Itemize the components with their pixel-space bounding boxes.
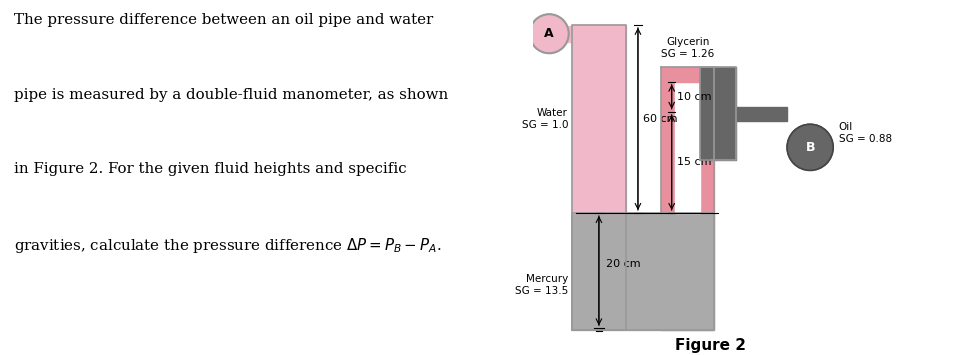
Bar <box>572 25 625 213</box>
Bar <box>572 213 714 330</box>
Bar <box>675 67 700 82</box>
Bar <box>735 106 786 121</box>
Text: The pressure difference between an oil pipe and water: The pressure difference between an oil p… <box>14 13 433 27</box>
Text: 60 cm: 60 cm <box>642 114 677 124</box>
Text: B: B <box>804 141 814 154</box>
Text: Glycerin
SG = 1.26: Glycerin SG = 1.26 <box>660 37 714 59</box>
Text: Oil
SG = 0.88: Oil SG = 0.88 <box>838 122 891 144</box>
Text: gravities, calculate the pressure difference $\Delta P = P_B - P_A$.: gravities, calculate the pressure differ… <box>14 236 441 255</box>
Text: Mercury
SG = 13.5: Mercury SG = 13.5 <box>515 274 567 296</box>
Text: Water
SG = 1.0: Water SG = 1.0 <box>521 108 567 130</box>
Bar <box>566 26 572 42</box>
Circle shape <box>529 14 568 53</box>
Text: Figure 2: Figure 2 <box>675 338 745 353</box>
Text: in Figure 2. For the given fluid heights and specific: in Figure 2. For the given fluid heights… <box>14 162 407 176</box>
Bar <box>660 213 714 330</box>
Text: pipe is measured by a double-fluid manometer, as shown: pipe is measured by a double-fluid manom… <box>14 88 448 102</box>
Bar <box>675 82 700 213</box>
Circle shape <box>786 124 832 170</box>
Text: 20 cm: 20 cm <box>605 260 640 269</box>
Text: 10 cm: 10 cm <box>677 92 711 102</box>
Text: 15 cm: 15 cm <box>677 157 711 168</box>
Bar <box>660 67 714 213</box>
Bar <box>700 67 735 160</box>
Text: A: A <box>544 27 554 40</box>
